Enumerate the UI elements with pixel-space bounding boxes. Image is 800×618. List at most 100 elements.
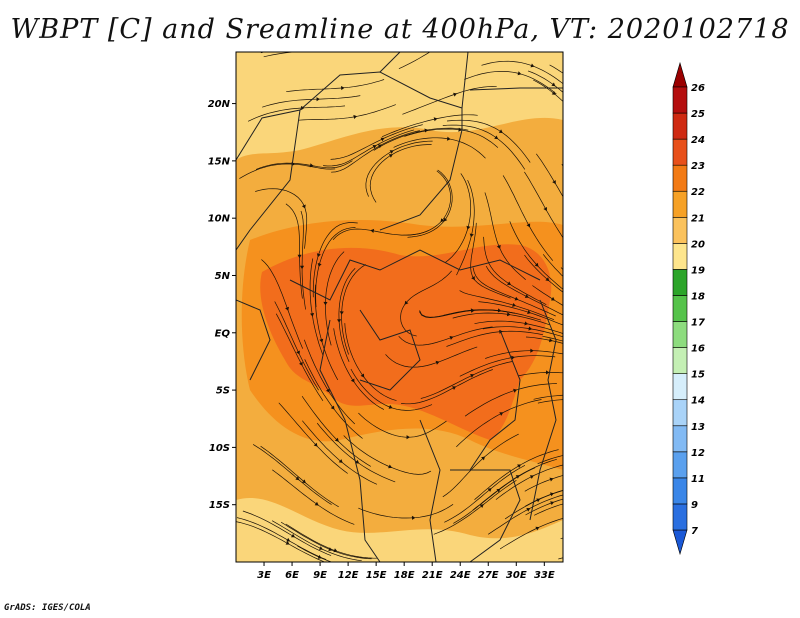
- streamline: [536, 153, 563, 198]
- border-line: [419, 419, 441, 562]
- streamline: [518, 372, 563, 377]
- lon-tick: 9E: [313, 562, 327, 581]
- streamline-arrow: [551, 82, 556, 87]
- streamline: [261, 259, 304, 349]
- border-line: [236, 299, 271, 381]
- streamlines: [236, 52, 563, 562]
- streamline-arrow: [337, 319, 342, 323]
- streamline-arrow: [302, 479, 306, 484]
- streamline: [524, 171, 563, 239]
- streamline-arrow: [466, 225, 471, 230]
- streamline: [456, 399, 542, 448]
- streamline-arrow: [297, 254, 302, 259]
- colorbar-bin: [672, 399, 688, 427]
- streamline-arrow: [487, 488, 492, 492]
- border-line: [236, 109, 301, 251]
- lon-tick-label: 12E: [338, 570, 359, 581]
- streamline: [369, 144, 432, 203]
- streamline: [314, 284, 339, 381]
- wbpt-cool-region-north: [236, 52, 563, 160]
- colorbar-label: 15: [691, 370, 705, 381]
- lon-tick: 27E: [478, 562, 499, 581]
- streamline: [524, 475, 563, 492]
- streamline: [262, 95, 361, 108]
- streamline: [442, 124, 526, 170]
- streamline: [239, 163, 336, 179]
- map-frame: [235, 51, 564, 563]
- streamline-arrow: [530, 63, 535, 68]
- streamline: [350, 368, 433, 411]
- streamline: [285, 523, 378, 559]
- streamline: [452, 312, 550, 326]
- lat-tick-label: 5N: [215, 271, 231, 282]
- streamline-arrow: [512, 303, 516, 307]
- streamline: [534, 503, 563, 516]
- streamline-arrow: [545, 277, 550, 282]
- streamline: [303, 339, 356, 425]
- lon-tick: 15E: [366, 562, 387, 581]
- streamline-arrow: [515, 475, 520, 479]
- streamline-arrow: [507, 281, 511, 285]
- streamline-arrow: [499, 412, 504, 416]
- streamline: [301, 395, 371, 467]
- colorbar-label: 7: [691, 526, 698, 537]
- streamline: [495, 464, 563, 500]
- streamline-arrow: [309, 163, 314, 168]
- streamline: [343, 435, 432, 475]
- streamline-arrow: [517, 71, 522, 76]
- streamline-arrow: [530, 348, 534, 353]
- streamline: [236, 521, 326, 562]
- lat-tick: 10N: [208, 214, 236, 225]
- streamline: [404, 128, 499, 148]
- streamline: [309, 258, 324, 356]
- lon-tick-label: 15E: [366, 570, 387, 581]
- streamline: [420, 361, 513, 399]
- streamline: [236, 517, 327, 560]
- country-borders: [236, 52, 563, 562]
- colorbar-label: 24: [691, 135, 705, 146]
- streamline-arrow: [317, 554, 322, 559]
- streamline-arrow: [471, 276, 475, 281]
- border-line: [319, 319, 381, 562]
- streamline-arrow: [333, 548, 338, 553]
- streamline-arrow: [389, 150, 394, 154]
- streamline-arrow: [496, 244, 501, 249]
- colorbar-bin: [672, 347, 688, 374]
- streamline: [330, 124, 423, 160]
- streamline: [433, 480, 517, 535]
- streamline-arrow: [535, 526, 540, 531]
- colorbar-bin: [672, 425, 688, 453]
- border-line: [529, 299, 557, 521]
- colorbar-label: 9: [691, 500, 698, 511]
- colorbar-bin: [672, 477, 688, 505]
- streamline-arrow: [295, 476, 300, 481]
- streamline: [537, 455, 563, 465]
- streamline-arrow: [316, 97, 320, 102]
- streamline-arrow: [435, 360, 440, 365]
- streamline: [312, 222, 358, 298]
- streamline-arrow: [511, 355, 515, 360]
- streamline-arrow: [316, 253, 321, 258]
- streamline: [459, 355, 556, 377]
- streamline-arrow: [470, 308, 475, 313]
- colorbar-label: 22: [691, 187, 705, 198]
- border-line: [450, 469, 521, 562]
- border-line: [289, 249, 541, 301]
- lon-tick-label: 18E: [394, 570, 415, 581]
- lat-tick: 20N: [208, 99, 236, 110]
- streamline: [274, 301, 319, 391]
- streamline: [285, 203, 303, 299]
- streamline: [280, 521, 372, 560]
- lon-tick-label: 24E: [450, 570, 471, 581]
- streamline-arrow: [285, 306, 289, 311]
- colorbar-label: 16: [691, 344, 705, 355]
- streamline: [255, 160, 353, 170]
- streamline-arrow: [301, 204, 306, 209]
- colorbar-label: 12: [691, 448, 705, 459]
- lon-tick-label: 3E: [257, 570, 271, 581]
- streamline: [242, 510, 332, 556]
- streamline: [444, 173, 472, 263]
- streamline: [398, 326, 493, 346]
- border-line: [359, 309, 421, 391]
